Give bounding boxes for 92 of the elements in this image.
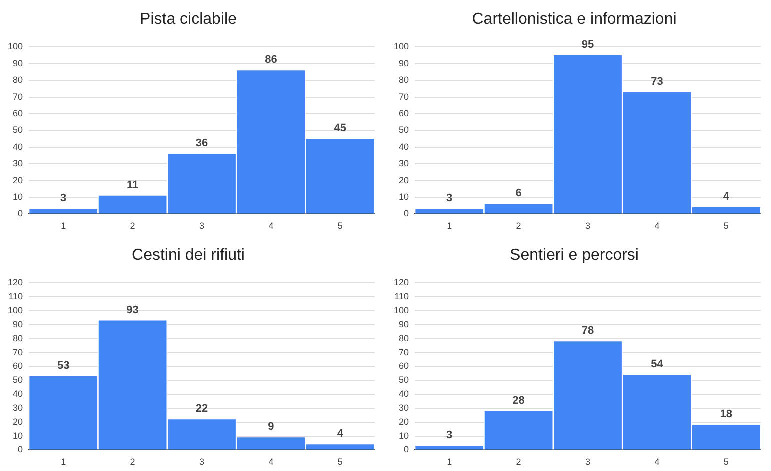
y-tick-label: 10 xyxy=(13,430,24,441)
x-tick-label: 5 xyxy=(338,457,343,468)
data-label: 3 xyxy=(446,430,453,442)
x-tick-label: 2 xyxy=(516,457,522,468)
y-tick-label: 10 xyxy=(399,192,410,202)
chart-title: Sentieri e percorsi xyxy=(510,247,639,264)
y-tick-label: 100 xyxy=(8,42,24,52)
y-tick-label: 40 xyxy=(399,389,410,400)
y-tick-label: 90 xyxy=(13,58,24,68)
x-tick-label: 5 xyxy=(338,221,343,232)
data-label: 78 xyxy=(582,325,594,338)
data-label: 18 xyxy=(720,408,733,421)
y-tick-label: 30 xyxy=(399,402,410,413)
y-tick-label: 40 xyxy=(13,142,24,152)
y-tick-label: 10 xyxy=(13,192,24,202)
y-tick-label: 20 xyxy=(13,175,24,186)
data-label: 95 xyxy=(582,39,594,52)
y-tick-label: 90 xyxy=(399,319,410,330)
y-tick-label: 50 xyxy=(13,125,24,136)
y-tick-label: 70 xyxy=(13,92,24,102)
y-tick-label: 100 xyxy=(8,306,24,316)
y-tick-label: 80 xyxy=(399,75,410,86)
y-tick-label: 70 xyxy=(399,92,410,102)
data-label: 11 xyxy=(126,179,139,192)
y-tick-label: 0 xyxy=(18,208,24,219)
x-tick-label: 2 xyxy=(130,221,136,232)
y-tick-label: 70 xyxy=(13,347,24,358)
y-tick-label: 70 xyxy=(399,347,410,358)
y-tick-label: 50 xyxy=(399,375,410,386)
data-label: 3 xyxy=(60,192,67,205)
y-tick-label: 40 xyxy=(13,389,24,400)
y-tick-label: 60 xyxy=(13,108,24,118)
chart-title: Cartellonistica e informazioni xyxy=(472,11,677,28)
data-label: 93 xyxy=(126,304,139,316)
y-tick-label: 60 xyxy=(13,361,24,372)
data-label: 4 xyxy=(723,191,730,204)
x-tick-label: 3 xyxy=(200,457,205,468)
x-tick-label: 4 xyxy=(268,457,274,468)
y-tick-label: 20 xyxy=(399,175,410,186)
x-tick-label: 4 xyxy=(654,221,660,232)
x-tick-label: 3 xyxy=(586,457,591,468)
data-label: 9 xyxy=(268,421,274,434)
y-tick-label: 30 xyxy=(13,158,24,169)
chart-title: Pista ciclabile xyxy=(140,11,238,28)
x-tick-label: 5 xyxy=(724,221,729,232)
x-tick-label: 2 xyxy=(130,457,136,468)
data-label: 3 xyxy=(446,192,453,205)
y-tick-label: 90 xyxy=(399,58,410,68)
y-tick-label: 60 xyxy=(399,361,410,372)
data-label: 54 xyxy=(651,358,664,371)
y-tick-label: 90 xyxy=(13,319,24,330)
y-tick-label: 0 xyxy=(18,444,24,455)
x-tick-label: 1 xyxy=(61,457,66,468)
y-tick-label: 110 xyxy=(394,292,410,302)
data-label: 6 xyxy=(516,188,522,200)
y-tick-label: 0 xyxy=(404,444,410,455)
x-tick-label: 5 xyxy=(724,457,729,468)
y-tick-label: 80 xyxy=(13,75,24,86)
data-label: 53 xyxy=(57,360,70,372)
data-label: 4 xyxy=(337,428,344,440)
y-tick-label: 40 xyxy=(399,142,410,152)
y-tick-label: 80 xyxy=(399,333,410,344)
data-label: 73 xyxy=(651,76,664,88)
x-tick-label: 1 xyxy=(61,221,66,232)
y-tick-label: 20 xyxy=(13,416,24,427)
data-label: 45 xyxy=(334,122,347,135)
y-tick-label: 50 xyxy=(13,375,24,386)
y-tick-label: 120 xyxy=(8,278,24,288)
x-tick-label: 1 xyxy=(447,457,452,468)
x-tick-label: 4 xyxy=(654,457,660,468)
y-tick-label: 60 xyxy=(399,108,410,118)
data-label: 36 xyxy=(196,138,208,150)
x-tick-label: 2 xyxy=(516,221,522,232)
data-label: 28 xyxy=(512,394,525,407)
y-tick-label: 30 xyxy=(13,402,24,413)
data-label: 22 xyxy=(196,403,208,416)
y-tick-label: 100 xyxy=(394,42,410,52)
x-tick-label: 1 xyxy=(447,221,452,232)
y-tick-label: 110 xyxy=(8,292,24,302)
y-tick-label: 80 xyxy=(13,333,24,344)
y-tick-label: 20 xyxy=(399,416,410,427)
x-tick-label: 4 xyxy=(268,221,274,232)
x-tick-label: 3 xyxy=(586,221,591,232)
y-tick-label: 30 xyxy=(399,158,410,169)
y-tick-label: 120 xyxy=(394,278,410,288)
x-tick-label: 3 xyxy=(200,221,205,232)
y-tick-label: 50 xyxy=(399,125,410,136)
y-tick-label: 0 xyxy=(404,208,410,219)
y-tick-label: 100 xyxy=(394,306,410,316)
data-label: 86 xyxy=(265,54,278,66)
chart-title: Cestini dei rifiuti xyxy=(132,247,245,264)
y-tick-label: 10 xyxy=(399,430,410,441)
